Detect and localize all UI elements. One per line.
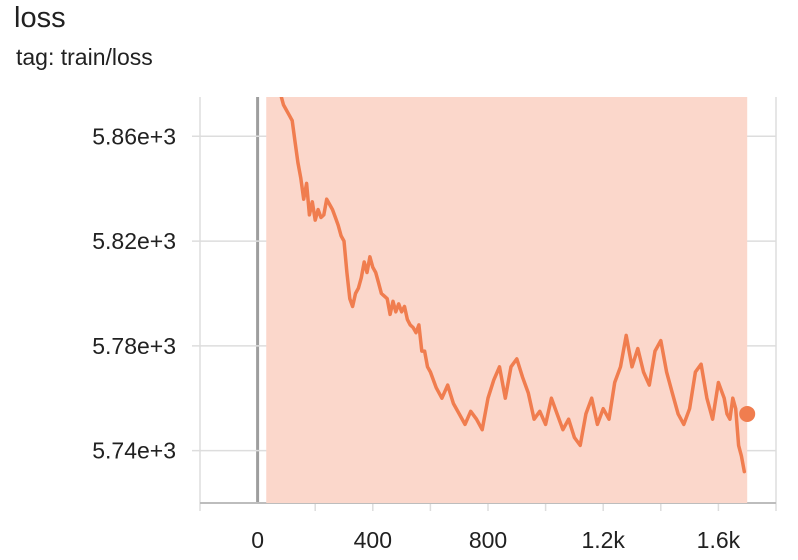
- y-tick-label: 5.78e+3: [92, 333, 176, 359]
- smoothed-loss-line: [279, 97, 747, 474]
- x-tick-label: 0: [251, 527, 264, 553]
- x-tick-label: 800: [469, 527, 507, 553]
- x-axis-labels: 0 400 800 1.2k 1.6k: [251, 527, 740, 553]
- last-value-marker[interactable]: [739, 405, 756, 422]
- chart-tag: tag: train/loss: [16, 44, 153, 70]
- y-tick-label: 5.86e+3: [92, 123, 176, 149]
- x-tick-label: 400: [354, 527, 392, 553]
- raw-data-band: [266, 97, 748, 503]
- y-tick-label: 5.82e+3: [92, 228, 176, 254]
- x-tick-label: 1.2k: [581, 527, 625, 553]
- y-axis-labels: 5.74e+3 5.78e+3 5.82e+3 5.86e+3: [92, 123, 176, 463]
- chart-title: loss: [14, 2, 66, 34]
- raw-loss-band: [266, 97, 748, 503]
- x-tick-label: 1.6k: [697, 527, 741, 553]
- y-tick-label: 5.74e+3: [92, 438, 176, 464]
